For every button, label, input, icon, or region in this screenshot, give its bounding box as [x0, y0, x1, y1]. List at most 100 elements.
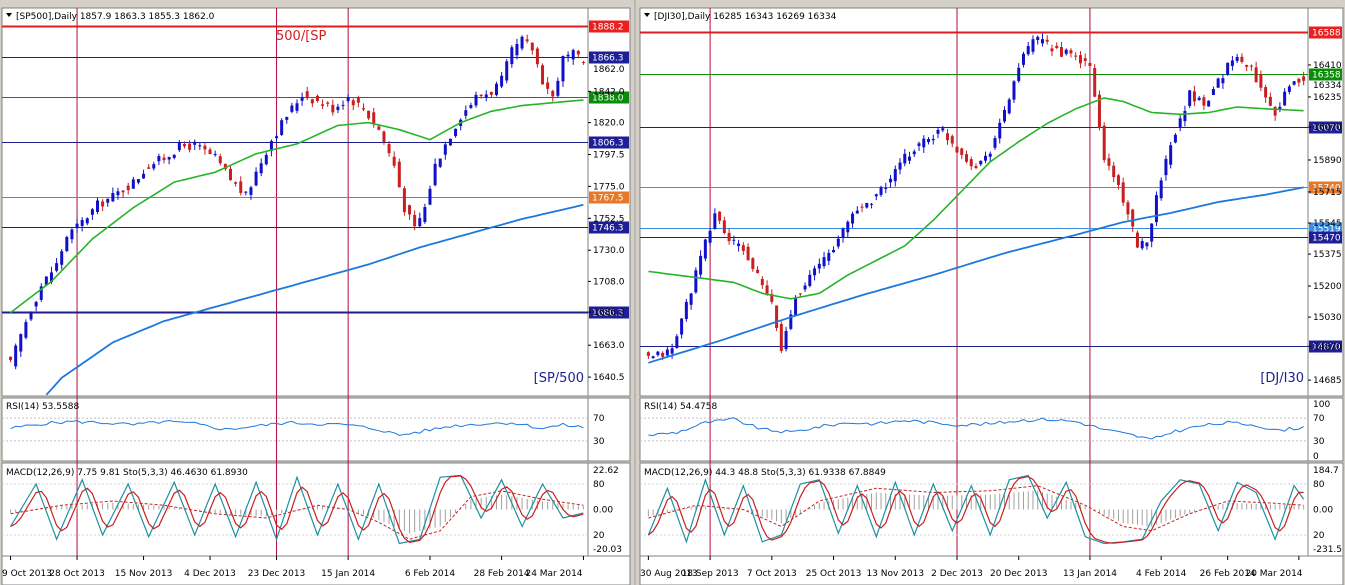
candle-body-23	[126, 185, 130, 191]
stoch-main-line[interactable]	[10, 474, 584, 545]
time-axis	[1, 555, 631, 585]
candle-body-104	[1140, 241, 1144, 249]
candle-body-101	[1126, 202, 1130, 215]
sma-short-line[interactable]	[648, 97, 1304, 300]
sma-long-line[interactable]	[648, 186, 1304, 364]
sma-long-line[interactable]	[45, 203, 584, 396]
chart-window-sp500[interactable]: 1888.2 1866.3 1838.0 1806.3 1767.5 1746.3 1686…	[0, 0, 632, 585]
candle-body-54	[285, 117, 289, 120]
candle-body-24	[760, 278, 764, 286]
x-tick-label: 18 Sep 2013	[682, 569, 739, 579]
y-tick-label: 16070	[1313, 123, 1342, 133]
rsi-pane	[1, 397, 589, 462]
collapse-arrow-icon[interactable]	[644, 13, 650, 17]
macd-signal-line[interactable]	[10, 490, 584, 540]
level-label-bg-3	[1309, 181, 1342, 194]
candle-body-106	[1150, 223, 1154, 242]
candle-body-86	[1055, 45, 1059, 48]
candle-body-79	[1021, 53, 1025, 65]
macd-tick-label: 0.00	[1313, 506, 1333, 516]
candle-body-12	[703, 239, 707, 259]
stoch-signal-line[interactable]	[10, 475, 584, 544]
candle-body-60	[315, 95, 319, 101]
candle-body-73	[993, 138, 997, 148]
macd-tick-label: -20.03	[593, 545, 622, 555]
candle-body-111	[576, 50, 580, 55]
candle-body-10	[694, 270, 698, 293]
candle-body-103	[535, 48, 539, 65]
candle-body-75	[1002, 109, 1006, 122]
chart-header: [DJI30],Daily 16285 16343 16269 16334	[654, 12, 837, 22]
candle-body-28	[779, 324, 783, 351]
candle-body-106	[551, 90, 555, 97]
candle-body-78	[408, 205, 412, 215]
rsi-line[interactable]	[10, 419, 584, 437]
candle-body-52	[275, 136, 279, 139]
y-tick-label: 15545	[1313, 219, 1342, 229]
candle-body-128	[1254, 67, 1258, 83]
candle-body-112	[1178, 118, 1182, 128]
rsi-tick-label: 70	[1313, 414, 1325, 424]
y-tick-label: 16235	[1313, 93, 1342, 103]
candle-body-84	[438, 158, 442, 167]
level-label-1: 16358	[1312, 71, 1341, 81]
candle-body-1	[651, 356, 655, 358]
candle-body-94	[489, 91, 493, 95]
candle-body-18	[101, 201, 105, 207]
candle-body-17	[727, 232, 731, 242]
candle-body-12	[70, 229, 74, 240]
level-label-bg-1	[589, 51, 629, 64]
collapse-arrow-icon[interactable]	[6, 13, 12, 17]
rsi-line[interactable]	[648, 417, 1304, 440]
candle-body-56	[295, 103, 299, 111]
candle-body-98	[510, 47, 514, 65]
candle-body-41	[841, 228, 845, 238]
candle-body-27	[775, 305, 779, 329]
candle-body-30	[789, 314, 793, 329]
level-label-bg-1	[1309, 68, 1342, 81]
candle-body-89	[1069, 50, 1073, 54]
stoch-signal-line[interactable]	[648, 475, 1304, 544]
candle-body-131	[1268, 96, 1272, 106]
candle-body-46	[865, 203, 869, 208]
candle-body-51	[889, 178, 893, 183]
candle-body-22	[751, 258, 755, 269]
candle-body-98	[1112, 165, 1116, 178]
x-tick-label: 23 Dec 2013	[248, 569, 306, 579]
candle-body-87	[454, 128, 458, 137]
candle-body-82	[428, 188, 432, 205]
x-tick-label: 20 Mar 2014	[1245, 569, 1302, 579]
candle-body-6	[675, 336, 679, 348]
candle-body-77	[402, 188, 406, 213]
candle-body-74	[387, 144, 391, 154]
sma-short-line[interactable]	[10, 99, 584, 314]
candle-body-32	[172, 154, 176, 158]
candle-body-38	[203, 145, 207, 150]
rsi-tick-label: 0	[1313, 452, 1319, 462]
candle-body-57	[917, 143, 921, 146]
candle-body-133	[1278, 106, 1282, 110]
candle-body-26	[770, 293, 774, 302]
candle-body-37	[822, 257, 826, 267]
candle-body-95	[494, 83, 498, 96]
candle-body-64	[950, 136, 954, 144]
candle-body-132	[1273, 106, 1277, 116]
candle-body-58	[922, 138, 926, 148]
level-label-6: 1686.3	[592, 309, 624, 319]
candle-body-27	[147, 167, 151, 169]
candle-body-89	[464, 110, 468, 116]
macd-signal-line[interactable]	[648, 485, 1304, 532]
candle-body-118	[1207, 100, 1211, 107]
candle-body-76	[1007, 99, 1011, 114]
watermark-bottom: [DJ/I30	[1260, 371, 1304, 386]
candle-body-51	[269, 141, 273, 151]
level-label-bg-3	[589, 136, 629, 149]
candle-body-35	[188, 143, 192, 150]
candle-body-9	[55, 263, 59, 271]
level-label-5: 1746.3	[592, 224, 624, 234]
rsi-tick-label: 70	[593, 414, 605, 424]
macd-label: MACD(12,26,9) 7.75 9.81 Sto(5,3,3) 46.46…	[6, 468, 248, 478]
stoch-main-line[interactable]	[647, 474, 1305, 545]
candle-body-138	[1302, 76, 1306, 81]
